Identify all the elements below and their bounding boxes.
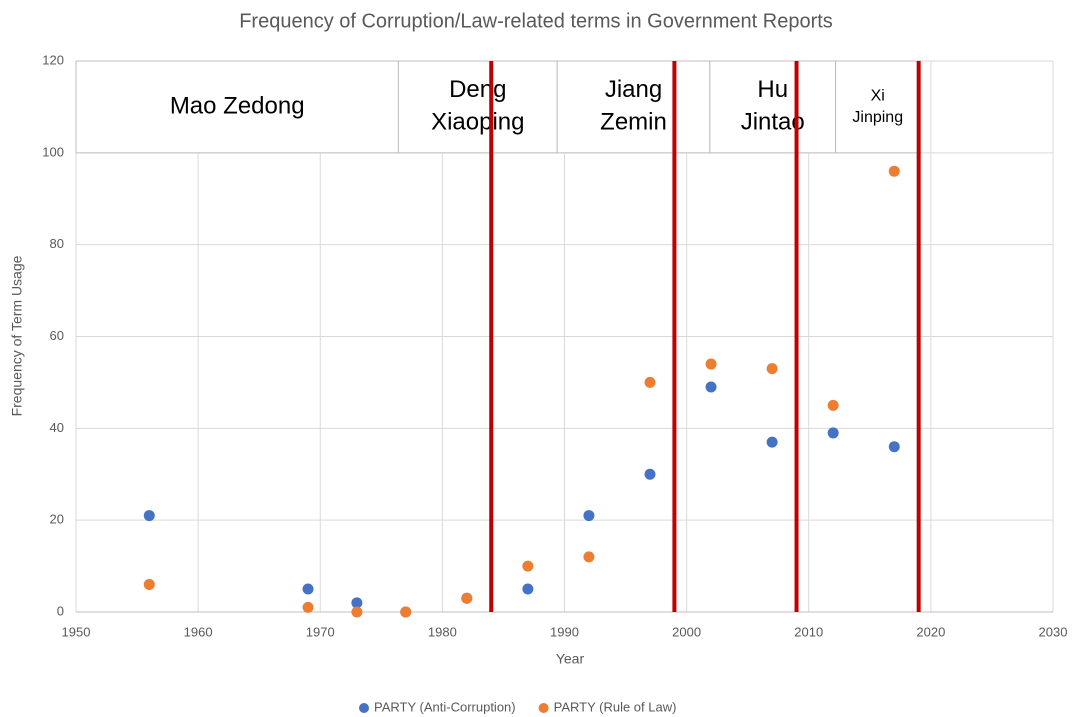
y-tick-label: 20 <box>50 512 64 527</box>
era-label: Zemin <box>600 108 667 135</box>
point <box>888 441 900 453</box>
x-tick-label: 2000 <box>672 624 701 639</box>
point <box>644 376 656 388</box>
point <box>583 510 595 522</box>
point <box>461 592 473 604</box>
x-tick-label: 1960 <box>184 624 213 639</box>
point <box>143 510 155 522</box>
era-box <box>556 60 711 154</box>
x-axis-label: Year <box>556 651 585 667</box>
era-label: Mao Zedong <box>170 92 305 119</box>
point <box>400 606 412 618</box>
era-label: Deng <box>449 76 506 103</box>
y-axis-label: Frequency of Term Usage <box>9 255 25 416</box>
x-tick-label: 2030 <box>1039 624 1068 639</box>
point <box>522 560 534 572</box>
era-label: Jiang <box>605 76 662 103</box>
legend-swatch <box>538 703 549 713</box>
y-tick-label: 0 <box>57 603 64 618</box>
y-tick-label: 60 <box>50 328 64 343</box>
y-tick-label: 40 <box>50 420 64 435</box>
y-tick-label: 100 <box>42 144 64 159</box>
y-tick-label: 80 <box>50 236 64 251</box>
point <box>705 358 717 370</box>
x-tick-label: 1980 <box>428 624 457 639</box>
point <box>766 436 778 448</box>
x-tick-label: 1990 <box>550 624 579 639</box>
point <box>351 597 363 609</box>
point <box>302 601 314 613</box>
point <box>351 606 363 618</box>
era-label: Jintao <box>741 108 805 135</box>
point <box>583 551 595 563</box>
era-box <box>835 60 921 154</box>
legend-label: PARTY (Rule of Law) <box>554 699 677 714</box>
point <box>888 165 900 177</box>
point <box>522 583 534 595</box>
y-tick-label: 120 <box>42 52 64 67</box>
point <box>766 363 778 375</box>
point <box>827 399 839 411</box>
point <box>302 583 314 595</box>
point <box>644 468 656 480</box>
x-tick-label: 2020 <box>916 624 945 639</box>
era-box <box>397 60 558 154</box>
era-box <box>75 60 399 154</box>
era-label: Hu <box>757 76 788 103</box>
x-tick-label: 2010 <box>794 624 823 639</box>
x-tick-label: 1950 <box>62 624 91 639</box>
era-label: Jinping <box>852 109 903 126</box>
point <box>827 427 839 439</box>
legend-swatch <box>359 703 369 713</box>
chart-title: Frequency of Corruption/Law-related term… <box>239 10 833 32</box>
era-label: Xi <box>871 87 885 104</box>
point <box>143 578 155 590</box>
era-label: Xiaoping <box>431 108 524 135</box>
era-box <box>709 60 837 154</box>
x-tick-label: 1970 <box>306 624 335 639</box>
legend-label: PARTY (Anti-Corruption) <box>374 699 516 714</box>
point <box>705 381 717 393</box>
